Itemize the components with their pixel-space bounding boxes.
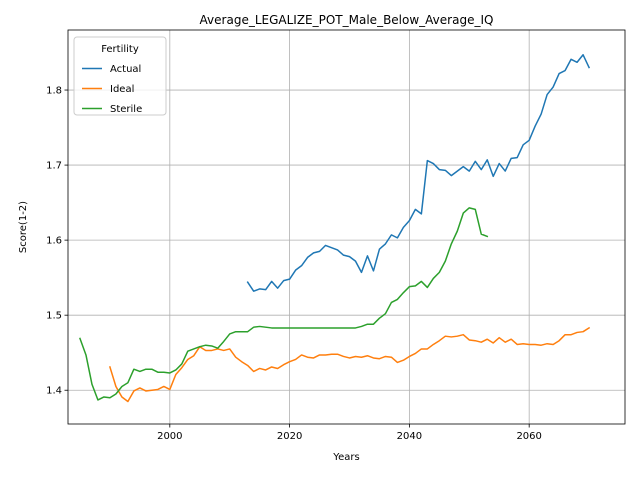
series-line-ideal bbox=[108, 326, 591, 403]
y-axis-label: Score(1-2) bbox=[18, 201, 29, 253]
x-tick-label: 2040 bbox=[397, 431, 422, 442]
x-axis: 2000 2020 2040 2060 bbox=[157, 424, 542, 442]
y-tick-label: 1.6 bbox=[46, 236, 62, 247]
series-line-sterile bbox=[79, 207, 489, 401]
y-tick-label: 1.7 bbox=[46, 161, 62, 172]
series-layer bbox=[79, 54, 591, 403]
x-axis-label: Years bbox=[332, 452, 359, 463]
chart-title: Average_LEGALIZE_POT_Male_Below_Average_… bbox=[200, 13, 494, 27]
legend-label-ideal: Ideal bbox=[110, 84, 134, 95]
legend-label-actual: Actual bbox=[110, 64, 141, 75]
x-tick-label: 2060 bbox=[516, 431, 541, 442]
x-tick-label: 2000 bbox=[157, 431, 182, 442]
legend-label-sterile: Sterile bbox=[110, 104, 142, 115]
series-line-actual bbox=[246, 54, 591, 292]
x-tick-label: 2020 bbox=[277, 431, 302, 442]
y-tick-label: 1.4 bbox=[46, 386, 62, 397]
legend-box bbox=[73, 36, 167, 116]
legend: Fertility Actual Ideal Sterile bbox=[73, 36, 167, 116]
legend-title: Fertility bbox=[101, 44, 139, 55]
plot-frame bbox=[67, 29, 626, 425]
y-tick-label: 1.8 bbox=[46, 86, 62, 97]
y-tick-label: 1.5 bbox=[46, 311, 62, 322]
y-axis: 1.4 1.5 1.6 1.7 1.8 bbox=[46, 86, 68, 397]
